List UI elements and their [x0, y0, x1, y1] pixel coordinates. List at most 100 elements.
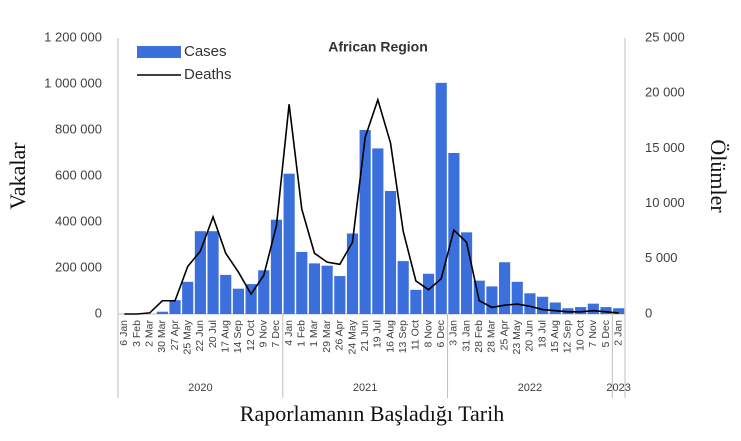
- bar: [334, 276, 346, 314]
- x-tick-label: 2 Mar: [143, 320, 155, 347]
- year-label: 2023: [606, 382, 630, 394]
- y2-tick-label: 15 000: [645, 140, 685, 155]
- x-tick-label: 7 Nov: [587, 319, 599, 347]
- y2-axis-title: Ölümler: [706, 139, 731, 213]
- x-tick-label: 6 Dec: [435, 320, 447, 347]
- x-tick-label: 17 Aug: [220, 320, 232, 353]
- year-label: 2020: [188, 382, 212, 394]
- legend-label: Cases: [184, 43, 227, 60]
- y2-tick-label: 5 000: [645, 250, 678, 265]
- y-tick-label: 1 200 000: [44, 29, 102, 44]
- x-tick-label: 31 Jan: [460, 320, 472, 352]
- x-tick-label: 16 Aug: [384, 320, 396, 353]
- x-tick-label: 26 Apr: [334, 319, 346, 350]
- bar: [575, 307, 587, 314]
- x-tick-label: 4 Jan: [283, 320, 295, 346]
- x-tick-label: 13 Sep: [397, 320, 409, 353]
- x-tick-label: 28 Feb: [473, 320, 485, 353]
- y2-tick-label: 0: [645, 305, 652, 320]
- bar: [232, 288, 244, 314]
- x-tick-label: 8 Nov: [422, 319, 434, 347]
- x-tick-label: 14 Sep: [232, 320, 244, 353]
- x-tick-label: 12 Oct: [245, 320, 257, 351]
- x-tick-label: 19 Jul: [372, 320, 384, 348]
- y2-tick-label: 20 000: [645, 85, 685, 100]
- x-tick-label: 12 Sep: [562, 320, 574, 353]
- bar: [372, 148, 384, 314]
- bar: [270, 219, 283, 314]
- bar: [258, 270, 270, 314]
- y-tick-label: 1 000 000: [44, 75, 102, 90]
- x-tick-label: 29 Mar: [321, 320, 333, 353]
- bar: [435, 82, 447, 314]
- bar: [156, 311, 168, 314]
- x-tick-label: 27 Apr: [169, 319, 181, 350]
- x-tick-label: 9 Nov: [258, 319, 270, 347]
- x-tick-label: 2 Jan: [612, 320, 624, 346]
- x-tick-label: 11 Oct: [410, 320, 422, 350]
- x-tick-label: 20 Jun: [524, 320, 536, 352]
- y-tick-label: 800 000: [55, 121, 102, 136]
- bar: [321, 265, 333, 314]
- bar: [486, 286, 498, 314]
- x-tick-label: 10 Oct: [574, 320, 586, 351]
- bar: [499, 262, 511, 314]
- bar: [359, 130, 371, 314]
- y-tick-label: 400 000: [55, 213, 102, 228]
- y-tick-label: 600 000: [55, 167, 102, 182]
- chart-title: African Region: [328, 39, 428, 55]
- x-tick-label: 15 Aug: [549, 320, 561, 353]
- bar: [613, 308, 625, 314]
- legend-label: Deaths: [184, 66, 232, 83]
- line: [124, 97, 619, 315]
- bar: [397, 261, 409, 314]
- x-tick-label: 23 May: [511, 319, 523, 354]
- x-tick-label: 1 Mar: [308, 320, 320, 347]
- bar: [182, 281, 194, 314]
- bar: [524, 293, 536, 314]
- x-tick-label: 1 Feb: [296, 320, 308, 347]
- x-tick-label: 25 May: [181, 319, 193, 354]
- x-tick-label: 3 Feb: [131, 320, 143, 347]
- x-tick-label: 5 Dec: [600, 320, 612, 347]
- x-tick-label: 25 Apr: [498, 319, 510, 350]
- bar: [194, 231, 206, 314]
- bar: [220, 274, 232, 314]
- x-tick-label: 22 Jun: [194, 320, 206, 352]
- bar: [511, 281, 523, 314]
- year-label: 2021: [353, 382, 377, 394]
- x-tick-label: 28 Mar: [486, 320, 498, 353]
- x-tick-label: 3 Jan: [448, 320, 460, 346]
- bar: [296, 251, 308, 314]
- x-tick-label: 21 Jun: [359, 320, 371, 352]
- y2-tick-label: 25 000: [645, 29, 685, 44]
- y2-tick-label: 10 000: [645, 195, 685, 210]
- x-tick-label: 30 Mar: [156, 320, 168, 353]
- bar: [384, 190, 397, 314]
- bar: [587, 303, 599, 314]
- bar: [422, 273, 435, 314]
- x-axis-title: Raporlamanın Başladığı Tarih: [240, 401, 504, 426]
- bar: [600, 307, 612, 314]
- x-tick-label: 20 Jul: [207, 320, 219, 348]
- bar: [346, 233, 359, 314]
- bar: [549, 302, 561, 314]
- x-tick-label: 24 May: [346, 319, 358, 354]
- bar: [245, 284, 257, 314]
- bar: [448, 153, 460, 314]
- y-axis-title: Vakalar: [5, 142, 30, 210]
- bar: [207, 231, 219, 314]
- bar: [283, 173, 295, 314]
- x-tick-label: 7 Dec: [270, 320, 282, 347]
- bar: [308, 263, 321, 314]
- bar: [460, 232, 473, 314]
- x-tick-label: 6 Jan: [118, 320, 130, 346]
- bar: [537, 296, 549, 314]
- bar: [410, 289, 422, 314]
- year-label: 2022: [518, 382, 542, 394]
- legend-swatch: [137, 46, 181, 58]
- y-tick-label: 0: [95, 305, 102, 320]
- bar: [169, 300, 181, 314]
- x-tick-label: 18 Jul: [536, 320, 548, 348]
